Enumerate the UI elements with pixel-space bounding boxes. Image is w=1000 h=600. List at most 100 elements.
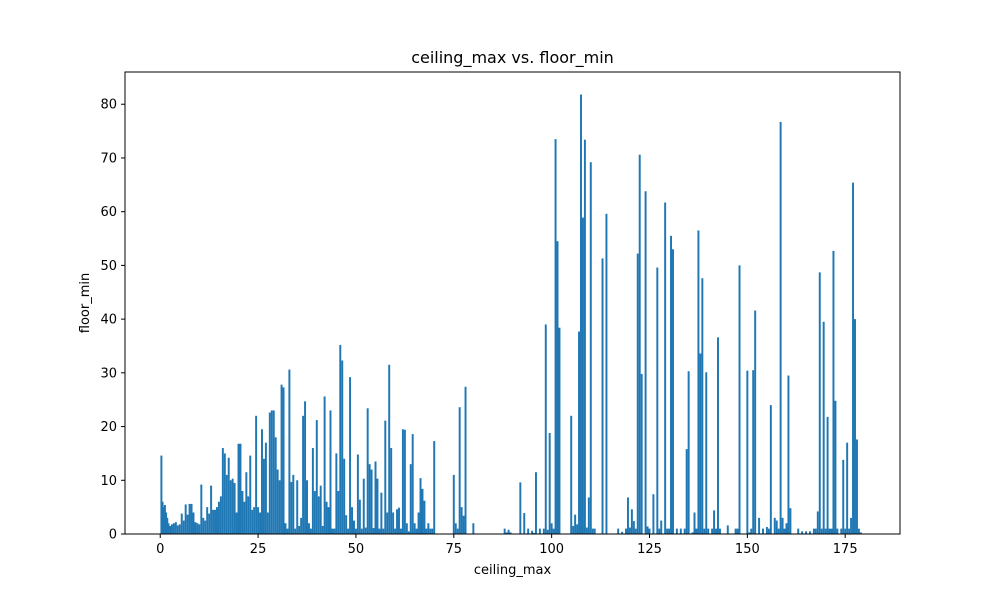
bar (452, 474, 455, 534)
bar (341, 360, 344, 534)
y-tick-label: 80 (100, 98, 117, 113)
bar (826, 416, 829, 534)
bar (546, 529, 549, 534)
bar (752, 370, 755, 534)
bar (846, 442, 849, 534)
bar (691, 532, 694, 534)
bar (857, 528, 860, 534)
bar (758, 517, 761, 534)
bar (630, 509, 633, 534)
bar (556, 241, 559, 534)
bar (762, 528, 764, 534)
bar (456, 528, 459, 534)
bar (306, 480, 308, 534)
bar (789, 508, 792, 534)
bar (658, 528, 661, 534)
bar (634, 528, 637, 534)
bar (278, 480, 281, 534)
bar (542, 528, 545, 534)
bar (274, 437, 277, 534)
bar (321, 525, 324, 534)
bar (174, 522, 177, 534)
bar (210, 485, 213, 534)
bar (163, 504, 166, 534)
bar (640, 373, 643, 534)
bar (713, 510, 716, 534)
bar (548, 433, 551, 534)
bar (370, 469, 373, 534)
bar (317, 496, 320, 534)
bar (746, 370, 749, 534)
y-tick-label: 60 (100, 205, 117, 220)
bar (850, 517, 853, 534)
bar (787, 375, 790, 534)
bar (415, 528, 418, 534)
bar (718, 528, 721, 534)
bar (828, 528, 831, 534)
bar (429, 528, 432, 534)
bars (160, 94, 862, 535)
bar (221, 448, 224, 534)
bar (535, 472, 537, 534)
bar (378, 528, 381, 534)
bar (188, 503, 191, 534)
bar (668, 528, 671, 534)
bar (711, 528, 714, 534)
bar (840, 528, 843, 534)
bar (852, 182, 855, 535)
bar (822, 321, 825, 534)
bar (405, 523, 408, 534)
bar (558, 327, 561, 534)
bar (576, 524, 579, 534)
bar (550, 523, 553, 534)
bar (783, 528, 786, 534)
bar (519, 482, 522, 534)
bar (664, 202, 667, 534)
bar (253, 507, 256, 534)
bar (290, 481, 293, 534)
bar (777, 528, 780, 534)
y-axis: 0 10 20 30 40 50 60 70 80 (100, 98, 125, 543)
bar (707, 528, 710, 534)
bar (300, 517, 303, 534)
bar (182, 520, 185, 534)
bar (172, 523, 175, 534)
bar (380, 492, 383, 534)
bar (621, 531, 624, 534)
bar (818, 272, 821, 534)
bar (552, 528, 555, 534)
bar (589, 162, 592, 534)
bar (544, 324, 547, 534)
bar (836, 528, 839, 534)
bar (329, 410, 332, 534)
bar (854, 319, 856, 534)
bar (309, 528, 312, 534)
bar (767, 528, 770, 534)
bar (364, 527, 367, 534)
bar (284, 523, 287, 534)
bar (554, 139, 557, 534)
bar (190, 503, 193, 534)
y-axis-title: floor_min (78, 273, 93, 333)
bar (646, 526, 649, 534)
bar (775, 520, 778, 534)
bar (345, 515, 348, 534)
bar (259, 512, 262, 534)
bar (531, 530, 534, 534)
axes-frame (124, 71, 901, 535)
bar (394, 528, 397, 534)
bar (632, 521, 635, 534)
bar (572, 525, 575, 534)
bar (583, 139, 586, 535)
bar (812, 528, 815, 534)
bar (257, 507, 260, 534)
bar (814, 528, 817, 534)
bar (738, 265, 741, 534)
bar (223, 453, 226, 534)
y-tick-label: 0 (109, 528, 117, 543)
bar (797, 528, 800, 534)
bar (368, 464, 371, 534)
bar (192, 512, 195, 534)
bar (272, 410, 275, 534)
bar (176, 525, 179, 534)
